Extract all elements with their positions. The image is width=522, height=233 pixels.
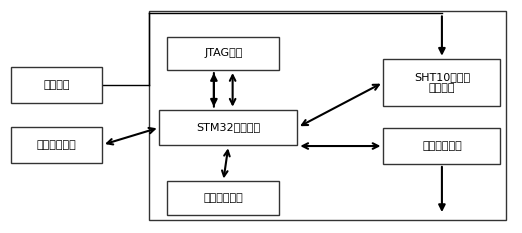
Text: 实时时钟模块: 实时时钟模块 — [204, 193, 243, 203]
Text: SHT10温湿度
采集模块: SHT10温湿度 采集模块 — [414, 72, 470, 93]
Bar — [11, 67, 102, 103]
Bar — [383, 128, 501, 164]
Text: 高速时钟模块: 高速时钟模块 — [37, 140, 77, 150]
Text: JTAG模块: JTAG模块 — [204, 48, 242, 58]
Bar — [167, 37, 279, 70]
Text: STM32主控模块: STM32主控模块 — [196, 123, 260, 133]
Text: 供电模块: 供电模块 — [43, 80, 70, 90]
Bar — [160, 110, 298, 145]
Text: 数据存储模块: 数据存储模块 — [422, 141, 462, 151]
Bar — [167, 181, 279, 215]
Bar — [11, 127, 102, 163]
Bar — [383, 58, 501, 106]
Bar — [149, 11, 506, 219]
